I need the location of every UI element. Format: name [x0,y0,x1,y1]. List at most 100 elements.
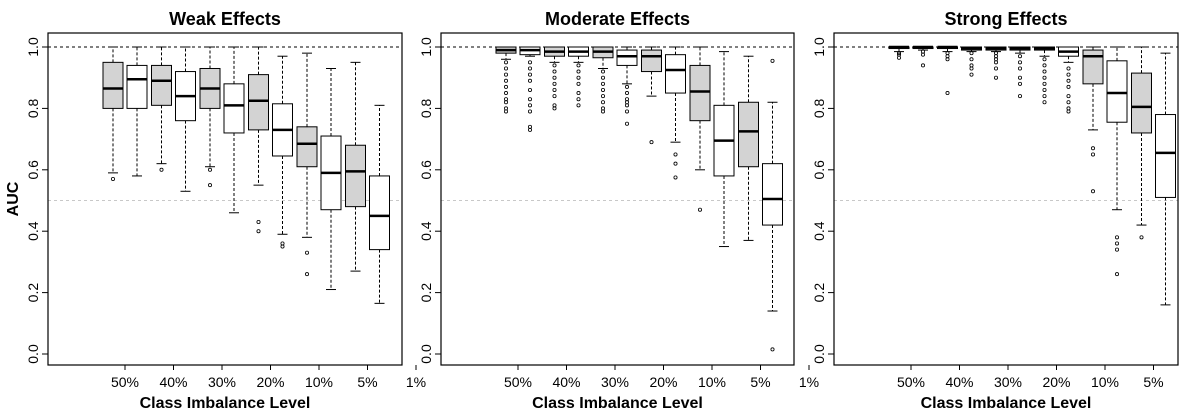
boxplot-20pct-series-2 [1058,46,1079,114]
y-tick-label: 0.6 [811,160,827,180]
y-tick-label: 1.0 [418,37,434,57]
y-tick-label: 1.0 [25,37,41,57]
panel-2: 0.0 0.2 0.4 0.6 0.8 1.0 50% 40% 30% 20% 10% 5% 1% Mod… [418,9,819,412]
x-tick-label: 30% [601,374,629,390]
y-tick-label: 0.0 [25,344,41,364]
outlier-point [1018,66,1023,71]
outlier-point [770,58,775,63]
outlier-point [601,109,606,114]
box [1131,72,1152,134]
outlier-point [1042,75,1047,80]
outlier-point [994,66,999,71]
y-tick-label: 0.6 [25,160,41,180]
boxplot-50pct-series-1 [888,45,910,60]
outlier-point [1115,272,1120,277]
outlier-point [576,69,581,74]
outlier-point [969,66,974,71]
outlier-point [280,241,285,246]
boxplot-50pct-series-2 [126,46,148,177]
outlier-point [207,167,212,172]
x-tick-label: 5% [750,374,770,390]
outlier-point [969,51,974,56]
outlier-point [601,69,606,74]
outlier-point [1042,81,1047,86]
box [1106,60,1128,123]
boxplot-30pct-series-2 [223,46,245,214]
outlier-point [1042,69,1047,74]
outlier-point [552,106,557,111]
chart-title: Weak Effects [169,9,281,29]
outlier-point [1018,81,1023,86]
outlier-point [503,91,508,96]
x-axis-label: Class Imbalance Level [532,395,703,412]
outlier-point [528,109,533,114]
outlier-point [1042,57,1047,62]
outlier-point [528,78,533,83]
box [126,64,148,109]
outlier-point [1018,60,1023,65]
box [151,64,172,106]
boxplot-20pct-series-2 [272,55,293,249]
boxplot-30pct-series-1 [592,46,614,114]
box [1155,114,1176,198]
outlier-point [1066,94,1071,99]
y-tick-label: 0.0 [811,344,827,364]
outlier-point [528,103,533,108]
boxplot-10pct-series-2 [320,67,342,291]
chart-title: Strong Effects [944,9,1067,29]
outlier-point [576,75,581,80]
outlier-point [969,72,974,77]
outlier-point [1018,75,1023,80]
outlier-point [576,91,581,96]
outlier-point [1066,78,1071,83]
outlier-point [576,81,581,86]
panel-1: 0.0 0.2 0.4 0.6 0.8 1.0 50% 40% 30% 20% 10% 5% 1% Wea… [5,9,426,412]
outlier-point [673,161,678,166]
outlier-point [673,152,678,157]
boxplot-40pct-series-1 [937,45,958,96]
outlier-point [601,87,606,92]
outlier-point [1066,72,1071,77]
plot-frame [47,32,403,366]
outlier-point [1066,84,1071,89]
box [641,49,662,73]
outlier-point [1091,152,1096,157]
box [248,74,269,131]
y-tick-label: 0.4 [25,221,41,241]
x-axis-label: Class Imbalance Level [921,395,1092,412]
outlier-point [601,81,606,86]
x-tick-label: 50% [504,374,532,390]
outlier-point [503,109,508,114]
boxplot-10pct-series-2 [1106,46,1128,277]
outlier-point [1042,100,1047,105]
outlier-point [770,347,775,352]
x-axis-label: Class Imbalance Level [140,395,311,412]
x-tick-label: 50% [897,374,925,390]
y-tick-label: 0.2 [418,283,434,303]
x-tick-label: 50% [111,374,139,390]
boxplot-5pct-series-1 [345,61,366,272]
boxplot-30pct-series-2 [616,46,638,126]
y-tick-label: 0.8 [418,98,434,118]
outlier-point [1018,54,1023,59]
boxplot-30pct-series-2 [1009,46,1031,99]
y-tick-label: 1.0 [811,37,827,57]
outlier-point [528,60,533,65]
x-tick-label: 10% [1091,374,1119,390]
y-axis-label: AUC [5,181,22,216]
boxplot-40pct-series-2 [961,46,982,77]
x-tick-label: 1% [406,374,426,390]
outlier-point [256,229,261,234]
x-tick-label: 5% [1143,374,1163,390]
x-tick-label: 10% [698,374,726,390]
y-tick-label: 0.2 [811,283,827,303]
outlier-point [304,250,309,255]
box [616,49,638,66]
outlier-point [552,75,557,80]
outlier-point [921,52,926,57]
outlier-point [994,75,999,80]
x-tick-label: 40% [945,374,973,390]
outlier-point [601,75,606,80]
outlier-point [994,60,999,65]
